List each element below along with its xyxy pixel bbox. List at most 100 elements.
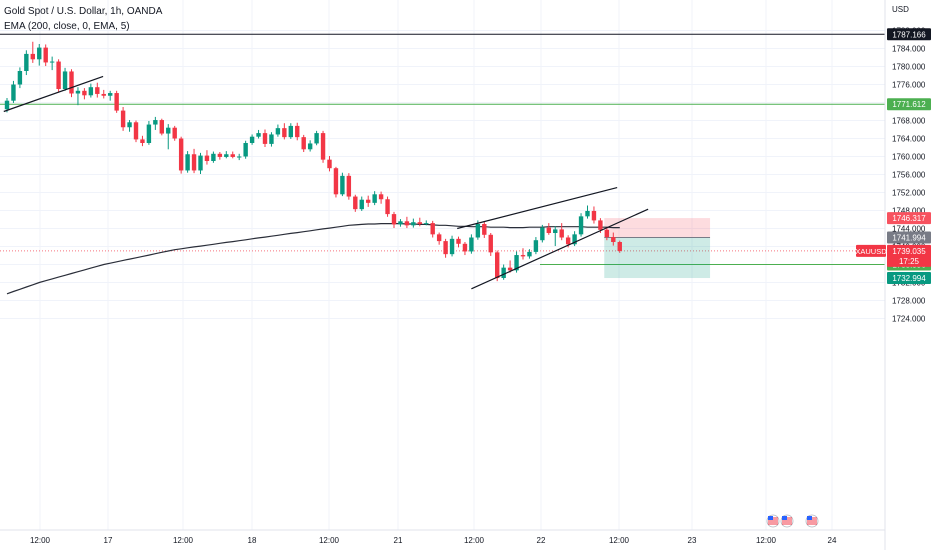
candle <box>108 90 113 101</box>
candle <box>191 148 197 174</box>
candle-body <box>30 53 35 60</box>
candle-body <box>391 214 397 225</box>
candle-body <box>436 234 442 242</box>
us-flag-icon[interactable] <box>766 514 780 528</box>
candle <box>30 41 35 63</box>
candle <box>282 123 287 140</box>
chart-legend: Gold Spot / U.S. Dollar, 1h, OANDA EMA (… <box>4 4 162 34</box>
candle <box>82 88 87 100</box>
candle <box>24 50 29 76</box>
candle-body <box>217 153 223 157</box>
candle-body <box>301 137 306 150</box>
price-tick-label: 1728.000 <box>892 297 926 306</box>
candle <box>56 59 61 93</box>
candle <box>204 150 210 165</box>
candle-body <box>237 156 242 158</box>
ema-layer <box>6 223 620 295</box>
price-label-bg <box>887 28 931 41</box>
candle-body <box>424 223 429 225</box>
candle <box>404 216 410 229</box>
candle-body <box>24 53 29 71</box>
time-tick-label: 12:00 <box>756 536 777 545</box>
us-flag-icon[interactable] <box>805 514 819 528</box>
resistance-top-label: 1787.166 <box>887 28 931 41</box>
us-flag-icon[interactable] <box>780 514 794 528</box>
candle-body <box>249 136 255 143</box>
candle-body <box>456 238 461 244</box>
channel-lower[interactable] <box>471 208 649 290</box>
candle-body <box>262 133 268 144</box>
candle <box>604 228 610 241</box>
candle-body <box>307 143 313 150</box>
candle <box>340 172 345 197</box>
candle <box>295 122 300 141</box>
candle <box>482 221 487 238</box>
price-tick-label: 1784.000 <box>892 45 926 54</box>
candle <box>546 223 551 235</box>
candle <box>314 130 319 146</box>
stop-loss-label: 1746.317 <box>887 212 931 225</box>
candle <box>572 231 577 247</box>
candle <box>114 90 119 113</box>
candle <box>172 125 177 141</box>
candle <box>198 152 203 175</box>
candle <box>359 196 364 211</box>
price-tick-label: 1780.000 <box>892 63 926 72</box>
early-trendline[interactable] <box>3 75 104 113</box>
trendlines <box>3 75 649 290</box>
candle-body <box>495 252 500 278</box>
candle-body <box>488 234 493 253</box>
flag-canton <box>807 516 812 520</box>
price-tick-label: 1724.000 <box>892 315 926 324</box>
candle-body <box>95 87 100 94</box>
candle-body <box>108 93 113 96</box>
candle <box>385 196 390 217</box>
candle-body <box>475 224 481 238</box>
candle <box>217 152 223 160</box>
candle <box>62 67 68 91</box>
time-tick-label: 12:00 <box>464 536 485 545</box>
candle <box>553 226 558 247</box>
time-axis: 12:00 17 12:00 18 12:00 21 12:00 22 12:00 23 12:00… <box>0 529 885 545</box>
candle-body <box>482 224 487 235</box>
candle <box>366 195 371 207</box>
candle-body <box>230 154 235 157</box>
price-tick-label: 1764.000 <box>892 135 926 144</box>
price-label-text: 1732.994 <box>892 274 926 283</box>
channel-upper[interactable] <box>457 186 618 230</box>
candle-body <box>540 227 545 241</box>
candle <box>43 44 48 67</box>
candle <box>230 151 235 159</box>
candle <box>462 242 468 256</box>
flag-canton <box>782 516 787 520</box>
candle-body <box>372 194 377 203</box>
candle <box>333 166 339 198</box>
entry-label: 1741.994 <box>887 231 931 244</box>
candle <box>307 140 313 152</box>
candle-body <box>62 71 68 89</box>
position-zones <box>604 218 711 279</box>
candle-body <box>56 61 61 89</box>
countdown-text: 17:25 <box>899 257 920 266</box>
candle-body <box>191 154 197 171</box>
candle-body <box>611 237 616 242</box>
candle-body <box>443 241 448 255</box>
candle <box>449 235 455 257</box>
candle <box>533 237 539 255</box>
candle-body <box>578 216 584 235</box>
candle <box>507 260 513 273</box>
candle <box>540 224 545 243</box>
candle <box>398 219 403 227</box>
candle <box>262 129 268 148</box>
candle-body <box>127 122 132 128</box>
candle <box>346 173 352 200</box>
price-label-text: 1741.994 <box>892 234 926 243</box>
candle <box>88 83 94 98</box>
event-flags <box>766 514 819 528</box>
candle <box>611 232 616 246</box>
price-label-bg <box>887 231 931 244</box>
legend-title: Gold Spot / U.S. Dollar, 1h, OANDA <box>4 6 163 17</box>
candle <box>120 107 126 131</box>
